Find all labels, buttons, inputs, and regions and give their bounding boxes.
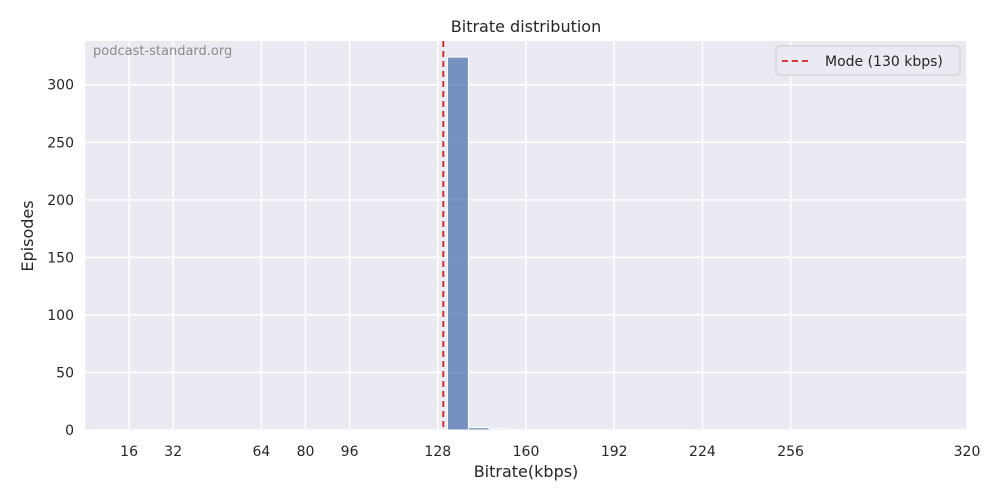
x-tick-label: 192 xyxy=(601,444,628,460)
y-tick-label: 250 xyxy=(47,135,74,151)
y-axis-label: Episodes xyxy=(18,200,37,271)
y-tick-label: 100 xyxy=(47,308,74,324)
legend: Mode (130 kbps) xyxy=(775,45,961,76)
x-axis-label: Bitrate(kbps) xyxy=(474,462,579,481)
watermark: podcast-standard.org xyxy=(93,44,232,59)
x-tick-label: 80 xyxy=(297,444,315,460)
x-tick-label: 128 xyxy=(424,444,451,460)
x-tick-label: 160 xyxy=(513,444,540,460)
grid-lines xyxy=(85,41,968,431)
x-tick-labels: 16 32 64 80 96 128 160 192 224 256 320 xyxy=(120,444,980,460)
y-tick-label: 0 xyxy=(65,423,74,439)
histogram-bars xyxy=(446,56,511,431)
y-tick-label: 150 xyxy=(47,250,74,266)
y-tick-label: 300 xyxy=(47,78,74,94)
y-tick-label: 50 xyxy=(56,365,74,381)
y-tick-labels: 0 50 100 150 200 250 300 xyxy=(47,78,74,439)
histogram-bar xyxy=(488,428,511,431)
x-tick-label: 32 xyxy=(164,444,182,460)
histogram-bar xyxy=(446,56,469,431)
y-tick-label: 200 xyxy=(47,193,74,209)
x-tick-label: 320 xyxy=(954,444,981,460)
legend-box xyxy=(775,45,961,76)
chart-title: Bitrate distribution xyxy=(451,17,601,36)
legend-mode-label: Mode (130 kbps) xyxy=(825,54,943,70)
x-tick-label: 256 xyxy=(777,444,804,460)
x-tick-label: 224 xyxy=(689,444,716,460)
histogram-bar xyxy=(467,427,490,431)
x-tick-label: 64 xyxy=(252,444,270,460)
x-tick-label: 16 xyxy=(120,444,138,460)
x-tick-label: 96 xyxy=(341,444,359,460)
